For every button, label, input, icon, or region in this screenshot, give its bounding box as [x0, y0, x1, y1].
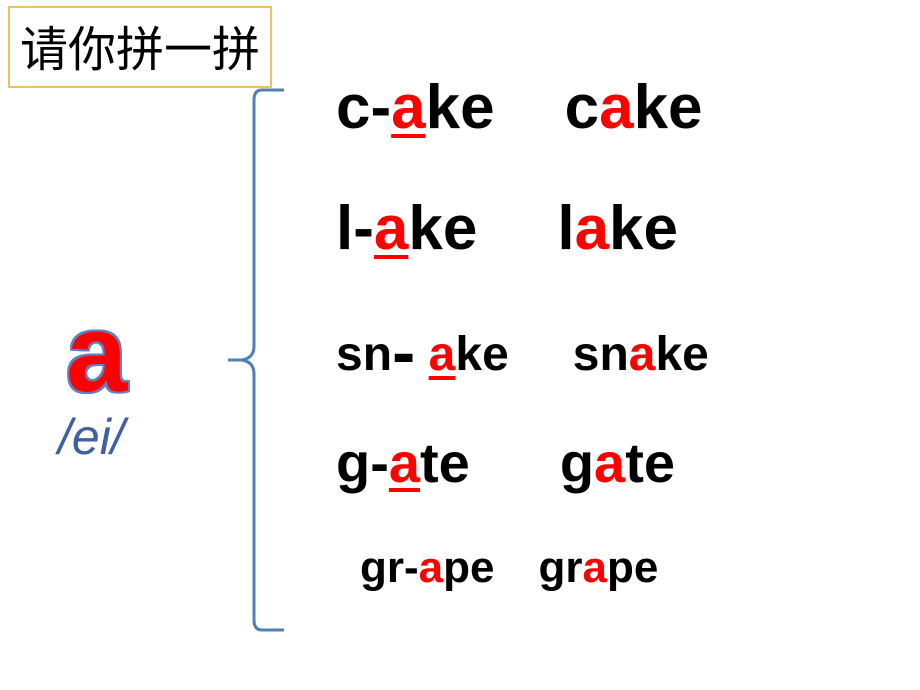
word-highlight: a	[391, 73, 425, 142]
word-segment: ke	[609, 194, 678, 263]
word-highlight: a	[374, 194, 408, 263]
word-segment: l	[557, 194, 574, 263]
main-letter: a	[66, 290, 127, 417]
word-row: l-akelake	[336, 193, 709, 264]
word-highlight: a	[429, 328, 456, 381]
word-segment: ke	[426, 73, 495, 142]
word-segment: g	[560, 431, 594, 494]
bracket-icon	[226, 86, 286, 634]
word-segment: sn	[336, 328, 392, 381]
title-box: 请你拼一拼	[8, 6, 272, 88]
word-segment: sn	[573, 328, 629, 381]
word-row: gr-apegrape	[360, 543, 709, 593]
word-segment: ke	[634, 73, 703, 142]
word-segment: c	[565, 73, 599, 142]
word-row: c-akecake	[336, 72, 709, 143]
title-text: 请你拼一拼	[20, 24, 260, 77]
word-segment: ke	[655, 328, 708, 381]
word-highlight: a	[599, 73, 633, 142]
word-segment: l-	[336, 194, 374, 263]
word-row: g-ategate	[336, 430, 709, 495]
word-separator: -	[392, 313, 415, 391]
word-segment: pe	[443, 543, 494, 592]
word-highlight: a	[575, 194, 609, 263]
word-segment: c-	[336, 73, 391, 142]
word-segment: ke	[455, 328, 508, 381]
pronunciation-text: /ei/	[58, 408, 125, 466]
word-segment: gr-	[360, 543, 419, 592]
word-segment: te	[420, 431, 470, 494]
word-highlight: a	[389, 431, 420, 494]
word-segment: pe	[607, 543, 658, 592]
word-segment: g-	[336, 431, 389, 494]
word-highlight: a	[583, 543, 607, 592]
word-segment: ke	[408, 194, 477, 263]
word-segment: gr	[539, 543, 583, 592]
word-segment: te	[625, 431, 675, 494]
word-highlight: a	[594, 431, 625, 494]
word-highlight: a	[419, 543, 443, 592]
word-list: c-akecake l-akelake sn- akesnake g-atega…	[336, 72, 709, 593]
word-highlight: a	[629, 328, 656, 381]
word-row: sn- akesnake	[336, 306, 709, 386]
